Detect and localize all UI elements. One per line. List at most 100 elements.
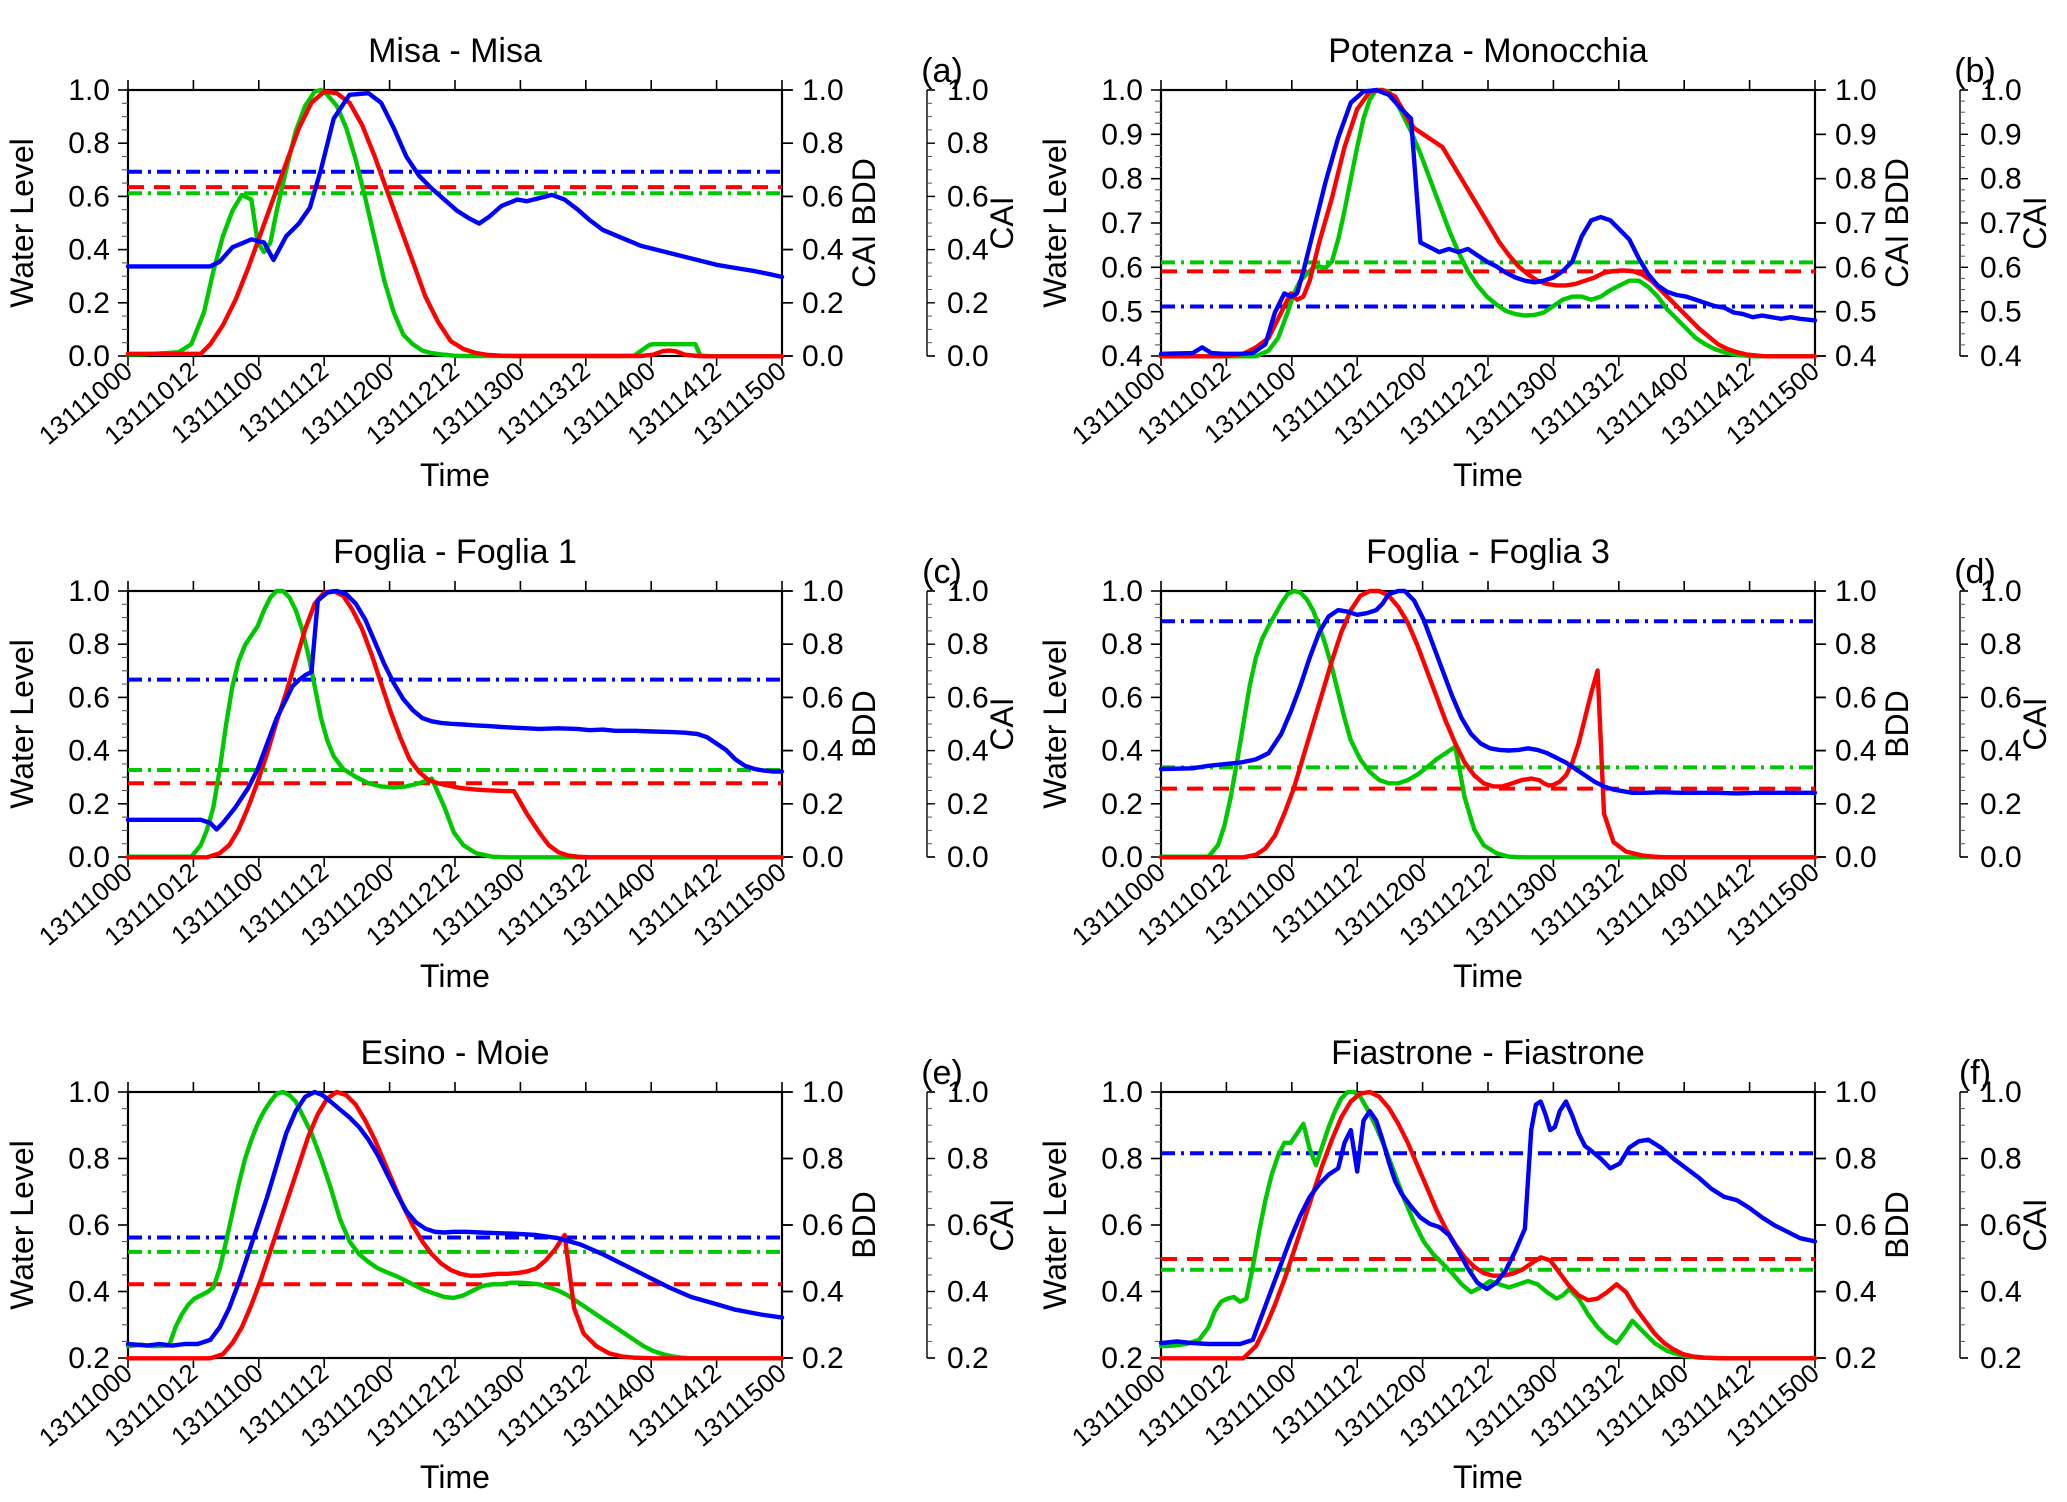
svg-text:0.9: 0.9 bbox=[1101, 118, 1143, 151]
svg-text:0.5: 0.5 bbox=[1101, 296, 1143, 329]
svg-text:1.0: 1.0 bbox=[68, 74, 110, 107]
svg-text:0.8: 0.8 bbox=[947, 628, 989, 661]
svg-text:Water Level: Water Level bbox=[4, 639, 40, 809]
svg-text:1.0: 1.0 bbox=[1101, 1076, 1143, 1109]
svg-text:1.0: 1.0 bbox=[1835, 575, 1877, 608]
svg-text:0.2: 0.2 bbox=[947, 287, 989, 320]
svg-text:0.8: 0.8 bbox=[68, 127, 110, 160]
svg-text:Fiastrone - Fiastrone: Fiastrone - Fiastrone bbox=[1331, 1034, 1645, 1072]
svg-text:0.0: 0.0 bbox=[1835, 841, 1877, 874]
svg-text:0.0: 0.0 bbox=[802, 340, 844, 373]
svg-text:0.6: 0.6 bbox=[1980, 681, 2022, 714]
svg-text:0.8: 0.8 bbox=[1101, 163, 1143, 196]
svg-text:0.2: 0.2 bbox=[802, 1342, 844, 1375]
svg-text:1.0: 1.0 bbox=[802, 74, 844, 107]
svg-text:0.2: 0.2 bbox=[1980, 1342, 2022, 1375]
svg-text:0.7: 0.7 bbox=[1980, 207, 2022, 240]
svg-text:1.0: 1.0 bbox=[947, 74, 989, 107]
svg-text:0.4: 0.4 bbox=[947, 234, 989, 267]
svg-text:0.8: 0.8 bbox=[947, 1143, 989, 1176]
svg-text:0.2: 0.2 bbox=[68, 788, 110, 821]
svg-text:1.0: 1.0 bbox=[802, 1076, 844, 1109]
svg-text:0.8: 0.8 bbox=[1101, 1143, 1143, 1176]
svg-text:Esino - Moie: Esino - Moie bbox=[361, 1034, 550, 1072]
svg-text:0.0: 0.0 bbox=[1101, 841, 1143, 874]
svg-text:Time: Time bbox=[420, 958, 490, 994]
svg-text:1.0: 1.0 bbox=[1101, 575, 1143, 608]
svg-text:0.4: 0.4 bbox=[947, 735, 989, 768]
svg-text:CAI BDD: CAI BDD bbox=[846, 158, 882, 288]
svg-text:Foglia - Foglia 3: Foglia - Foglia 3 bbox=[1366, 533, 1610, 571]
svg-text:0.4: 0.4 bbox=[1835, 340, 1877, 373]
svg-text:0.9: 0.9 bbox=[1835, 118, 1877, 151]
svg-text:0.8: 0.8 bbox=[947, 127, 989, 160]
svg-text:BDD: BDD bbox=[846, 690, 882, 758]
svg-text:0.8: 0.8 bbox=[802, 127, 844, 160]
svg-text:0.2: 0.2 bbox=[68, 1342, 110, 1375]
svg-text:0.4: 0.4 bbox=[802, 234, 844, 267]
svg-text:0.8: 0.8 bbox=[1101, 628, 1143, 661]
svg-text:0.8: 0.8 bbox=[68, 628, 110, 661]
svg-text:0.2: 0.2 bbox=[1101, 1342, 1143, 1375]
svg-text:0.4: 0.4 bbox=[1101, 735, 1143, 768]
svg-text:1.0: 1.0 bbox=[947, 1076, 989, 1109]
svg-text:Time: Time bbox=[1453, 457, 1523, 493]
svg-text:0.2: 0.2 bbox=[947, 1342, 989, 1375]
svg-text:1.0: 1.0 bbox=[68, 575, 110, 608]
svg-text:0.8: 0.8 bbox=[1835, 628, 1877, 661]
svg-text:0.6: 0.6 bbox=[1101, 1209, 1143, 1242]
svg-text:0.8: 0.8 bbox=[68, 1143, 110, 1176]
svg-text:0.2: 0.2 bbox=[1835, 788, 1877, 821]
svg-text:Water Level: Water Level bbox=[4, 138, 40, 308]
svg-text:0.6: 0.6 bbox=[68, 1209, 110, 1242]
svg-text:CAI: CAI bbox=[984, 697, 1020, 750]
svg-text:BDD: BDD bbox=[846, 1191, 882, 1259]
svg-text:0.2: 0.2 bbox=[68, 287, 110, 320]
svg-text:0.6: 0.6 bbox=[947, 180, 989, 213]
svg-text:Time: Time bbox=[420, 1459, 490, 1495]
svg-text:0.6: 0.6 bbox=[68, 681, 110, 714]
svg-text:0.8: 0.8 bbox=[802, 1143, 844, 1176]
svg-text:0.8: 0.8 bbox=[1980, 1143, 2022, 1176]
svg-text:0.8: 0.8 bbox=[1980, 163, 2022, 196]
svg-text:0.4: 0.4 bbox=[947, 1276, 989, 1309]
svg-text:Potenza - Monocchia: Potenza - Monocchia bbox=[1328, 32, 1647, 70]
svg-text:0.9: 0.9 bbox=[1980, 118, 2022, 151]
svg-text:1.0: 1.0 bbox=[1101, 74, 1143, 107]
svg-text:0.6: 0.6 bbox=[947, 681, 989, 714]
svg-text:Water Level: Water Level bbox=[4, 1140, 40, 1310]
svg-text:0.4: 0.4 bbox=[802, 1276, 844, 1309]
svg-text:CAI: CAI bbox=[2017, 1198, 2053, 1251]
svg-text:0.2: 0.2 bbox=[947, 788, 989, 821]
svg-text:1.0: 1.0 bbox=[802, 575, 844, 608]
svg-text:0.7: 0.7 bbox=[1835, 207, 1877, 240]
svg-text:0.4: 0.4 bbox=[1980, 340, 2022, 373]
svg-text:0.4: 0.4 bbox=[1101, 1276, 1143, 1309]
svg-text:0.2: 0.2 bbox=[1980, 788, 2022, 821]
svg-text:0.4: 0.4 bbox=[1835, 735, 1877, 768]
svg-text:CAI: CAI bbox=[984, 196, 1020, 249]
svg-text:0.8: 0.8 bbox=[1835, 1143, 1877, 1176]
svg-text:Time: Time bbox=[1453, 958, 1523, 994]
svg-text:1.0: 1.0 bbox=[68, 1076, 110, 1109]
svg-text:0.4: 0.4 bbox=[68, 1276, 110, 1309]
svg-text:0.7: 0.7 bbox=[1101, 207, 1143, 240]
svg-text:0.6: 0.6 bbox=[1980, 1209, 2022, 1242]
svg-text:0.2: 0.2 bbox=[802, 788, 844, 821]
svg-text:0.4: 0.4 bbox=[1980, 735, 2022, 768]
svg-text:0.6: 0.6 bbox=[1835, 1209, 1877, 1242]
svg-text:0.0: 0.0 bbox=[947, 841, 989, 874]
svg-text:1.0: 1.0 bbox=[947, 575, 989, 608]
svg-text:BDD: BDD bbox=[1879, 1191, 1915, 1259]
svg-text:BDD: BDD bbox=[1879, 690, 1915, 758]
svg-text:0.2: 0.2 bbox=[1101, 788, 1143, 821]
svg-text:0.5: 0.5 bbox=[1980, 296, 2022, 329]
svg-text:0.6: 0.6 bbox=[1835, 681, 1877, 714]
svg-text:Misa - Misa: Misa - Misa bbox=[368, 32, 542, 70]
svg-text:CAI: CAI bbox=[2017, 196, 2053, 249]
svg-text:0.6: 0.6 bbox=[802, 1209, 844, 1242]
svg-text:1.0: 1.0 bbox=[1835, 74, 1877, 107]
svg-text:0.6: 0.6 bbox=[802, 681, 844, 714]
svg-text:0.6: 0.6 bbox=[1101, 251, 1143, 284]
svg-text:0.6: 0.6 bbox=[1101, 681, 1143, 714]
